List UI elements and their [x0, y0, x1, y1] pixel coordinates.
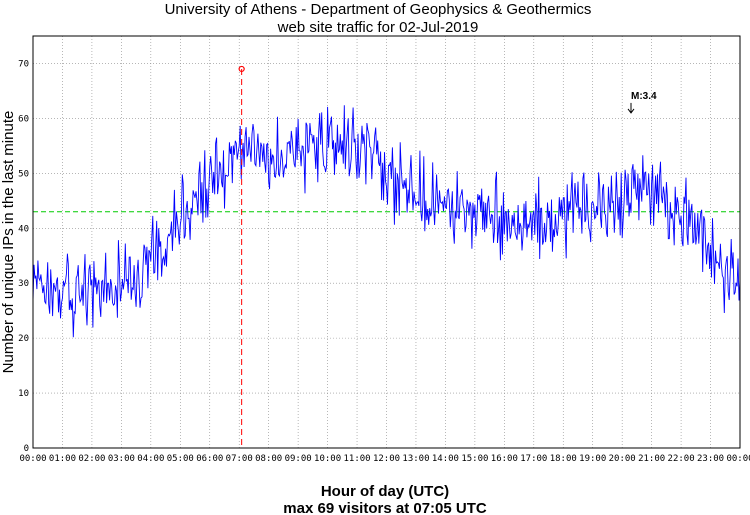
y-tick-label: 40: [18, 224, 29, 234]
x-tick-label: 03:00: [108, 454, 135, 464]
x-tick-label: 18:00: [550, 454, 577, 464]
x-tick-label: 20:00: [609, 454, 636, 464]
x-tick-label: 04:00: [137, 454, 164, 464]
x-axis-label: Hour of day (UTC): [321, 483, 449, 500]
series-line-unique-ips: [32, 105, 741, 338]
x-tick-label: 10:00: [314, 454, 341, 464]
x-tick-label: 01:00: [49, 454, 76, 464]
y-axis-ticks: 0 10 20 30 40 50 60 70: [18, 59, 29, 454]
x-tick-label: 06:00: [196, 454, 223, 464]
y-tick-label: 0: [24, 444, 29, 454]
max-visitors-footer: max 69 visitors at 07:05 UTC: [283, 500, 487, 515]
y-tick-label: 70: [18, 59, 29, 69]
max-marker-dot: [238, 65, 245, 73]
y-tick-label: 30: [18, 279, 29, 289]
annotation-arrow-head: [627, 108, 635, 114]
annotation-label: M:3.4: [631, 91, 657, 102]
chart-title: University of Athens - Department of Geo…: [165, 1, 592, 18]
x-tick-label: 00:00: [726, 454, 750, 464]
x-tick-label: 13:00: [402, 454, 429, 464]
x-tick-label: 17:00: [520, 454, 547, 464]
y-tick-label: 50: [18, 169, 29, 179]
x-tick-label: 07:00: [226, 454, 253, 464]
x-tick-label: 16:00: [491, 454, 518, 464]
x-tick-label: 09:00: [285, 454, 312, 464]
y-tick-label: 20: [18, 334, 29, 344]
x-tick-label: 05:00: [167, 454, 194, 464]
y-tick-label: 60: [18, 114, 29, 124]
chart-subtitle: web site traffic for 02-Jul-2019: [277, 19, 479, 36]
y-axis-label: Number of unique IPs in the last minute: [0, 111, 17, 374]
x-tick-label: 15:00: [461, 454, 488, 464]
plot-frame: [32, 35, 741, 449]
x-axis-ticks: 00:00 01:00 02:00 03:00 04:00 05:00 06:00 07:00…: [19, 454, 750, 464]
x-tick-label: 22:00: [668, 454, 695, 464]
x-tick-label: 21:00: [638, 454, 665, 464]
x-tick-label: 19:00: [579, 454, 606, 464]
x-tick-label: 12:00: [373, 454, 400, 464]
x-tick-label: 23:00: [697, 454, 724, 464]
y-tick-label: 10: [18, 389, 29, 399]
x-tick-label: 02:00: [78, 454, 105, 464]
x-tick-label: 14:00: [432, 454, 459, 464]
x-tick-label: 11:00: [343, 454, 370, 464]
x-tick-label: 00:00: [19, 454, 46, 464]
grid-lines: [33, 36, 740, 448]
x-tick-label: 08:00: [255, 454, 282, 464]
annotation-arrow: [627, 102, 635, 114]
